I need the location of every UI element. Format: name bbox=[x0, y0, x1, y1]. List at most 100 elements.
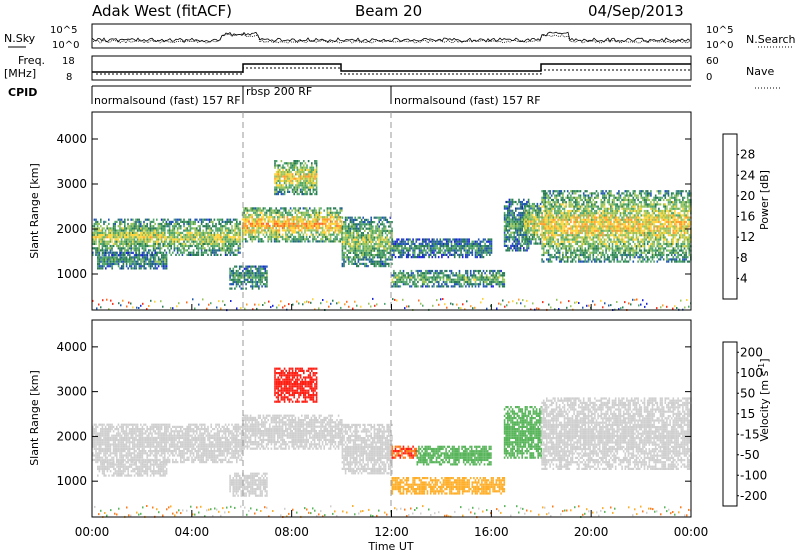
heatmap-cell bbox=[354, 245, 356, 247]
heatmap-cell bbox=[545, 199, 547, 201]
heatmap-cell bbox=[295, 231, 297, 233]
heatmap-cell bbox=[374, 239, 376, 241]
heatmap-cell bbox=[372, 228, 374, 230]
heatmap-cell bbox=[561, 234, 563, 236]
heatmap-cell bbox=[201, 223, 203, 225]
heatmap-cell bbox=[266, 279, 268, 281]
heatmap-cell bbox=[99, 265, 101, 267]
heatmap-cell bbox=[545, 230, 547, 232]
heatmap-cell bbox=[167, 247, 169, 249]
heatmap-cell bbox=[548, 236, 550, 238]
heatmap-cell bbox=[378, 263, 380, 265]
heatmap-cell bbox=[156, 243, 158, 245]
heatmap-cell bbox=[553, 230, 555, 232]
heatmap-cell bbox=[135, 247, 137, 249]
heatmap-cell bbox=[108, 234, 110, 236]
heatmap-cell bbox=[441, 283, 443, 285]
heatmap-cell bbox=[231, 283, 233, 285]
heatmap-cell bbox=[230, 247, 232, 249]
heatmap-cell bbox=[190, 221, 192, 223]
heatmap-cell bbox=[548, 239, 550, 241]
heatmap-cell bbox=[565, 219, 567, 221]
heatmap-cell bbox=[395, 249, 397, 251]
heatmap-cell bbox=[161, 223, 163, 225]
heatmap-cell bbox=[460, 283, 462, 285]
heatmap-cell bbox=[537, 236, 539, 238]
heatmap-cell bbox=[565, 254, 567, 256]
heatmap-cell bbox=[143, 258, 145, 260]
heatmap-cell bbox=[378, 252, 380, 254]
heatmap-cell bbox=[277, 218, 279, 220]
heatmap-cell bbox=[564, 232, 566, 234]
heatmap-cell bbox=[548, 230, 550, 232]
heatmap-cell bbox=[358, 236, 360, 238]
heatmap-cell bbox=[348, 239, 350, 241]
heatmap-cell bbox=[222, 236, 224, 238]
heatmap-cell bbox=[489, 241, 491, 243]
heatmap-cell bbox=[505, 238, 507, 240]
heatmap-cell bbox=[150, 236, 152, 238]
heatmap-cell bbox=[454, 254, 456, 256]
heatmap-cell bbox=[557, 223, 559, 225]
heatmap-cell bbox=[284, 162, 286, 164]
heatmap-cell bbox=[364, 256, 366, 258]
heatmap-cell bbox=[127, 252, 129, 254]
heatmap-cell bbox=[316, 184, 318, 186]
heatmap-cell bbox=[400, 256, 402, 258]
heatmap-cell bbox=[306, 193, 308, 195]
heatmap-cell bbox=[343, 254, 345, 256]
heatmap-cell bbox=[256, 236, 258, 238]
heatmap-cell bbox=[162, 227, 164, 229]
heatmap-cell bbox=[177, 241, 179, 243]
heatmap-cell bbox=[132, 247, 134, 249]
heatmap-cell bbox=[464, 274, 466, 276]
heatmap-cell bbox=[284, 175, 286, 177]
heatmap-cell bbox=[527, 229, 529, 231]
heatmap-cell bbox=[362, 221, 364, 223]
heatmap-cell bbox=[408, 247, 410, 249]
heatmap-cell bbox=[491, 238, 493, 240]
heatmap-cell bbox=[444, 274, 446, 276]
heatmap-cell bbox=[301, 214, 303, 216]
heatmap-cell bbox=[398, 276, 400, 278]
heatmap-cell bbox=[126, 249, 128, 251]
heatmap-cell bbox=[132, 258, 134, 260]
heatmap-cell bbox=[167, 225, 169, 227]
heatmap-cell bbox=[293, 223, 295, 225]
heatmap-cell bbox=[314, 171, 316, 173]
heatmap-cell bbox=[247, 212, 249, 214]
heatmap-cell bbox=[206, 238, 208, 240]
heatmap-cell bbox=[343, 247, 345, 249]
heatmap-cell bbox=[234, 223, 236, 225]
heatmap-cell bbox=[151, 234, 153, 236]
heatmap-cell bbox=[130, 223, 132, 225]
heatmap-cell bbox=[553, 190, 555, 192]
heatmap-cell bbox=[105, 230, 107, 232]
heatmap-cell bbox=[388, 256, 390, 258]
heatmap-cell bbox=[243, 212, 245, 214]
heatmap-cell bbox=[473, 279, 475, 281]
heatmap-cell bbox=[118, 232, 120, 234]
heatmap-cell bbox=[154, 245, 156, 247]
heatmap-cell bbox=[234, 254, 236, 256]
heatmap-cell bbox=[412, 276, 414, 278]
heatmap-cell bbox=[114, 221, 116, 223]
heatmap-cell bbox=[304, 223, 306, 225]
heatmap-cell bbox=[507, 223, 509, 225]
heatmap-cell bbox=[411, 243, 413, 245]
heatmap-cell bbox=[470, 243, 472, 245]
heatmap-cell bbox=[306, 169, 308, 171]
heatmap-cell bbox=[191, 227, 193, 229]
heatmap-cell bbox=[243, 225, 245, 227]
heatmap-cell bbox=[364, 263, 366, 265]
heatmap-cell bbox=[346, 217, 348, 219]
heatmap-cell bbox=[557, 221, 559, 223]
heatmap-cell bbox=[243, 207, 245, 209]
heatmap-cell bbox=[335, 225, 337, 227]
heatmap-cell bbox=[202, 245, 204, 247]
heatmap-cell bbox=[291, 223, 293, 225]
heatmap-cell bbox=[274, 240, 276, 242]
heatmap-cell bbox=[105, 263, 107, 265]
heatmap-cell bbox=[462, 247, 464, 249]
heatmap-cell bbox=[553, 192, 555, 194]
